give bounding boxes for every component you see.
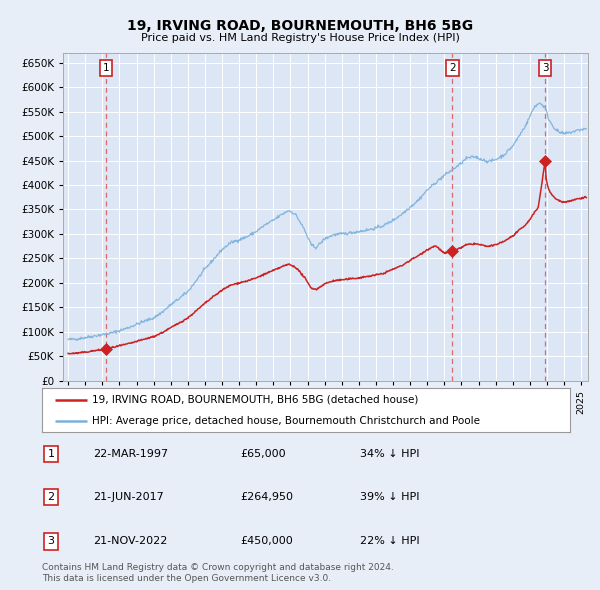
Text: £65,000: £65,000 [240, 449, 286, 459]
Text: 21-NOV-2022: 21-NOV-2022 [93, 536, 167, 546]
Text: £450,000: £450,000 [240, 536, 293, 546]
Text: 2: 2 [449, 63, 456, 73]
Text: 39% ↓ HPI: 39% ↓ HPI [360, 492, 419, 502]
Text: Price paid vs. HM Land Registry's House Price Index (HPI): Price paid vs. HM Land Registry's House … [140, 33, 460, 43]
Text: 1: 1 [103, 63, 109, 73]
Text: 22% ↓ HPI: 22% ↓ HPI [360, 536, 419, 546]
Text: 34% ↓ HPI: 34% ↓ HPI [360, 449, 419, 459]
Text: Contains HM Land Registry data © Crown copyright and database right 2024.
This d: Contains HM Land Registry data © Crown c… [42, 563, 394, 583]
Text: HPI: Average price, detached house, Bournemouth Christchurch and Poole: HPI: Average price, detached house, Bour… [92, 416, 480, 426]
Text: 21-JUN-2017: 21-JUN-2017 [93, 492, 164, 502]
Text: 19, IRVING ROAD, BOURNEMOUTH, BH6 5BG: 19, IRVING ROAD, BOURNEMOUTH, BH6 5BG [127, 19, 473, 33]
Text: 1: 1 [47, 449, 55, 459]
Text: 19, IRVING ROAD, BOURNEMOUTH, BH6 5BG (detached house): 19, IRVING ROAD, BOURNEMOUTH, BH6 5BG (d… [92, 395, 419, 405]
Text: 3: 3 [542, 63, 548, 73]
Text: £264,950: £264,950 [240, 492, 293, 502]
Text: 22-MAR-1997: 22-MAR-1997 [93, 449, 168, 459]
Text: 2: 2 [47, 492, 55, 502]
Text: 3: 3 [47, 536, 55, 546]
